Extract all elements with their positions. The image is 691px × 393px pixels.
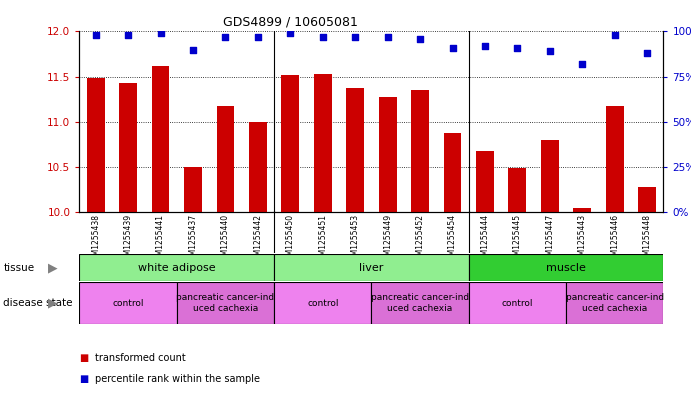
Text: control: control [307, 299, 339, 307]
Text: transformed count: transformed count [95, 353, 185, 363]
Bar [638, 187, 656, 212]
Point [480, 43, 491, 49]
Text: disease state: disease state [3, 298, 73, 309]
Bar [566, 282, 663, 324]
Point [415, 35, 426, 42]
Text: GSM1255449: GSM1255449 [383, 213, 392, 264]
Text: GSM1255443: GSM1255443 [578, 213, 587, 264]
Bar [314, 74, 332, 212]
Bar [372, 282, 468, 324]
Point [577, 61, 588, 67]
Point [122, 32, 133, 38]
Bar [274, 254, 468, 281]
Text: GSM1255439: GSM1255439 [124, 213, 133, 264]
Text: GSM1255452: GSM1255452 [415, 213, 424, 264]
Point [447, 44, 458, 51]
Bar [274, 282, 372, 324]
Text: ▶: ▶ [48, 297, 57, 310]
Text: GSM1255441: GSM1255441 [156, 213, 165, 264]
Point [285, 30, 296, 37]
Bar [346, 88, 364, 212]
Point [90, 32, 101, 38]
Text: ■: ■ [79, 353, 88, 363]
Point [220, 34, 231, 40]
Bar [468, 254, 663, 281]
Bar [281, 75, 299, 212]
Point [512, 44, 523, 51]
Point [545, 48, 556, 55]
Text: GSM1255437: GSM1255437 [189, 213, 198, 264]
Text: GSM1255446: GSM1255446 [610, 213, 619, 264]
Point [317, 34, 328, 40]
Bar [79, 254, 274, 281]
Bar [87, 79, 104, 212]
Text: pancreatic cancer-ind
uced cachexia: pancreatic cancer-ind uced cachexia [176, 293, 274, 313]
Point [252, 34, 263, 40]
Text: GSM1255448: GSM1255448 [643, 213, 652, 264]
Bar [606, 106, 623, 212]
Text: GSM1255451: GSM1255451 [319, 213, 328, 264]
Text: muscle: muscle [546, 263, 586, 273]
Point [187, 46, 198, 53]
Bar [476, 151, 494, 212]
Bar [177, 282, 274, 324]
Bar [79, 282, 177, 324]
Bar [541, 140, 559, 212]
Text: tissue: tissue [3, 263, 35, 273]
Text: white adipose: white adipose [138, 263, 216, 273]
Bar [249, 122, 267, 212]
Bar [120, 83, 137, 212]
Text: GSM1255453: GSM1255453 [351, 213, 360, 264]
Bar [574, 208, 591, 212]
Bar [379, 97, 397, 212]
Text: GSM1255442: GSM1255442 [254, 213, 263, 264]
Point [642, 50, 653, 56]
Text: GDS4899 / 10605081: GDS4899 / 10605081 [223, 16, 358, 29]
Text: ▶: ▶ [48, 261, 57, 275]
Text: control: control [502, 299, 533, 307]
Text: pancreatic cancer-ind
uced cachexia: pancreatic cancer-ind uced cachexia [371, 293, 469, 313]
Bar [184, 167, 202, 212]
Text: GSM1255445: GSM1255445 [513, 213, 522, 264]
Point [382, 34, 393, 40]
Bar [444, 133, 462, 212]
Point [609, 32, 621, 38]
Text: ■: ■ [79, 374, 88, 384]
Bar [509, 168, 527, 212]
Bar [151, 66, 169, 212]
Point [155, 30, 166, 37]
Text: GSM1255454: GSM1255454 [448, 213, 457, 264]
Text: pancreatic cancer-ind
uced cachexia: pancreatic cancer-ind uced cachexia [566, 293, 664, 313]
Text: liver: liver [359, 263, 384, 273]
Text: GSM1255440: GSM1255440 [221, 213, 230, 264]
Bar [411, 90, 429, 212]
Text: GSM1255447: GSM1255447 [545, 213, 554, 264]
Text: GSM1255450: GSM1255450 [286, 213, 295, 264]
Point [350, 34, 361, 40]
Text: GSM1255438: GSM1255438 [91, 213, 100, 264]
Bar [216, 107, 234, 212]
Text: percentile rank within the sample: percentile rank within the sample [95, 374, 260, 384]
Bar [468, 282, 566, 324]
Text: control: control [113, 299, 144, 307]
Text: GSM1255444: GSM1255444 [480, 213, 489, 264]
